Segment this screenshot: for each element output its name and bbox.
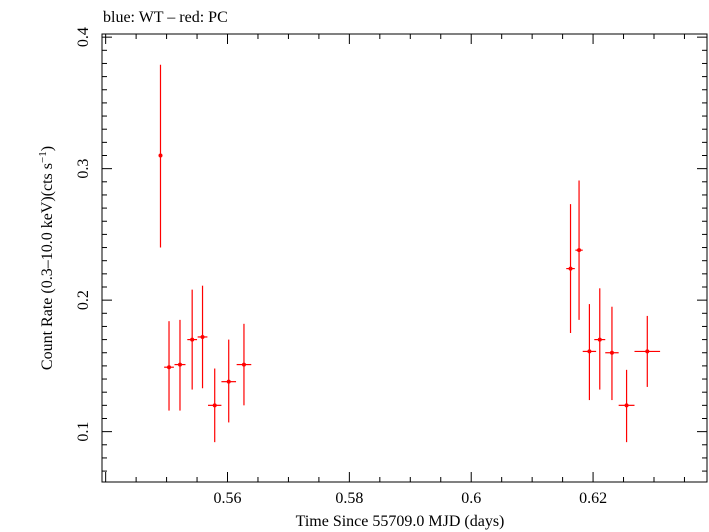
x-tick-labels: 0.56 0.58 0.6 0.62 [214,490,608,507]
y-tick-labels: 0.1 0.2 0.3 0.4 [75,27,92,441]
data-point [594,288,606,390]
point-marker [587,349,592,354]
point-marker [609,350,614,355]
data-point [582,304,597,401]
data-point [221,339,237,423]
point-marker [597,337,602,342]
y-tick-label: 0.3 [75,159,92,179]
data-point [197,285,208,389]
x-tick-label: 0.6 [461,490,481,507]
point-marker [158,153,163,158]
y-axis-label-close: ) [39,146,56,151]
x-axis-label: Time Since 55709.0 MJD (days) [296,513,505,530]
data-point [158,64,163,248]
point-marker [226,379,231,384]
data-point [208,368,222,443]
point-marker [190,337,195,342]
point-marker [241,362,246,367]
data-point [187,289,198,390]
point-marker [212,403,217,408]
chart-title: blue: WT – red: PC [103,9,228,26]
point-marker [577,248,582,253]
x-tick-label: 0.58 [335,490,363,507]
y-axis-label: Count Rate (0.3–10.0 keV)(cts s−1) [37,146,56,370]
plot-frame [101,33,708,483]
point-marker [624,403,629,408]
data-point [236,323,252,406]
y-axis-label-superscript: −1 [37,151,49,163]
y-axis-label-main: Count Rate (0.3–10.0 keV)(cts s [39,163,56,370]
y-tick-label: 0.4 [75,27,92,47]
data-point [575,180,583,320]
tick-marks [102,34,707,482]
data-point [634,315,661,387]
point-marker [177,362,182,367]
data-point [618,369,635,443]
data-points [158,64,661,443]
y-tick-label: 0.1 [75,422,92,442]
data-point [566,204,575,334]
point-marker [568,266,573,271]
x-tick-label: 0.62 [579,490,607,507]
point-marker [200,334,205,339]
y-tick-label: 0.2 [75,290,92,310]
point-marker [645,349,650,354]
x-tick-label: 0.56 [214,490,242,507]
data-point [174,319,186,411]
data-point [605,306,619,401]
point-marker [167,365,172,370]
data-point [164,321,174,411]
